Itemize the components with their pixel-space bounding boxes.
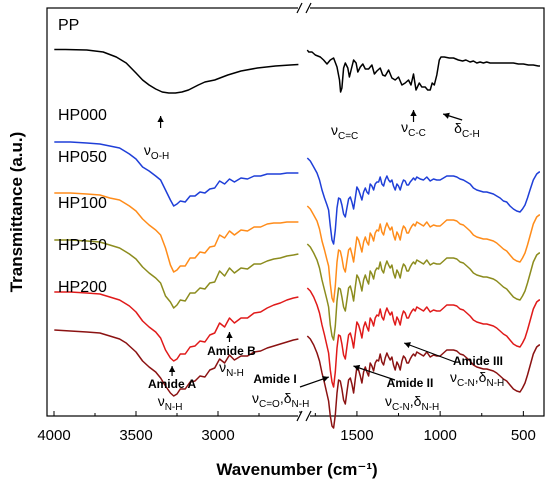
pp-ch-label: δC-H [454,120,480,140]
pp-cc-arrowhead [410,110,417,116]
amide-1-label: νC=O,δN-H [252,390,309,410]
series-label-hp150: HP150 [58,237,107,254]
amide-b-arrowhead [226,332,233,338]
break-gap [298,5,310,11]
break-gap [298,413,310,419]
amide-1-title: Amide I [253,372,296,386]
break-mark [305,2,312,14]
series-line-hp050-left [54,192,299,273]
axis-break [296,2,312,422]
series-line-hp100-right [306,243,540,341]
amide-2-arrowhead [353,364,361,371]
amide-2-label: νC-N,δN-H [385,393,439,413]
series-line-hp150-right [306,287,540,388]
series-line-pp-left [54,48,299,94]
amide-a-arrowhead [168,366,176,372]
amide-3-arrow [403,342,456,363]
series-label-hp200: HP200 [58,279,107,296]
amide-a-label: νN-H [158,393,183,413]
series-line-hp150-left [54,291,299,362]
series-label-pp: PP [58,17,79,34]
amide-b-label: νN-H [219,359,244,379]
amide-2-title: Amide II [387,376,434,390]
amide-2-arrow [353,365,396,381]
x-axis: 4000 3500 3000 1500 1000 500 [37,411,536,444]
pp-ch-arrowhead [443,112,450,119]
series-line-hp050-right [306,205,540,303]
x-tick-label-3000: 3000 [201,427,234,444]
break-mark [296,410,303,422]
series-line-pp-right [306,49,540,93]
series-line-hp000-left [54,141,299,207]
break-mark [305,410,312,422]
x-tick-label-3500: 3500 [119,427,152,444]
x-tick-label-4000: 4000 [37,427,70,444]
series-line-hp200-left [54,329,299,397]
y-axis-title: Transmittance (a.u.) [7,132,26,293]
x-axis-title: Wavenumber (cm⁻¹) [216,460,377,479]
pp-cc-double-label: νC=C [331,122,358,142]
x-tick-label-1000: 1000 [423,427,456,444]
pp-cc-label: νC-C [401,119,426,139]
series-labels: PP HP000 HP050 HP100 HP150 HP200 [58,17,107,296]
amide-3-label: νC-N,δN-H [450,369,504,389]
x-tick-label-1500: 1500 [340,427,373,444]
series-line-hp000-right [306,157,540,245]
pp-oh-label: νO-H [144,142,169,162]
pp-oh-arrowhead [157,116,164,122]
series-line-hp200-right [306,335,540,429]
amide-1-arrowhead [322,375,329,382]
spectra-group [54,48,540,429]
amide-3-arrowhead [404,342,411,349]
break-mark [296,2,303,14]
amide-3-title: Amide III [453,354,503,368]
series-label-hp100: HP100 [58,195,107,212]
amide-a-title: Amide A [148,377,197,391]
series-label-hp050: HP050 [58,149,107,166]
amide-b-title: Amide B [207,344,256,358]
x-tick-label-500: 500 [511,427,536,444]
series-label-hp000: HP000 [58,107,107,124]
plot-frame [46,7,545,417]
series-line-hp100-left [54,239,299,309]
